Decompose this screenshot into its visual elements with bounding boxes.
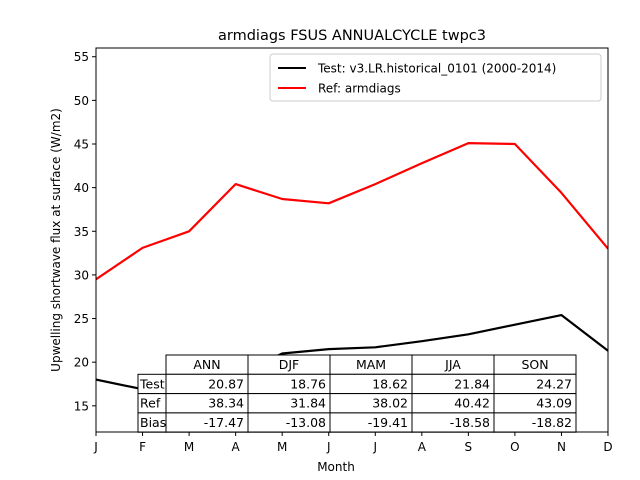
x-tick-label: J xyxy=(93,440,98,454)
plot-frame xyxy=(95,47,609,433)
table-row-label: Ref xyxy=(140,396,161,411)
table-cell-value: 43.09 xyxy=(536,396,572,411)
x-tick-label: N xyxy=(557,440,566,454)
x-tick-label: J xyxy=(372,440,377,454)
y-axis-label: Upwelling shortwave flux at surface (W/m… xyxy=(49,108,63,372)
legend-box xyxy=(269,53,602,102)
table-header-label: DJF xyxy=(279,357,300,372)
y-tick-label: 50 xyxy=(74,94,89,108)
y-tick-label: 30 xyxy=(74,268,89,282)
table-row-label: Bias xyxy=(140,415,166,430)
y-tick-label: 55 xyxy=(74,50,89,64)
table-cell-value: 40.42 xyxy=(454,396,490,411)
x-tick-label: M xyxy=(184,440,194,454)
table-cell-value: 38.34 xyxy=(208,396,244,411)
table-cell-value: -17.47 xyxy=(204,415,244,430)
x-tick-label: M xyxy=(277,440,287,454)
y-tick-label: 40 xyxy=(74,181,89,195)
stats-table: ANN DJF MAM JJA SON Test 20.87 18.76 18.62 21.84 2… xyxy=(137,354,577,433)
legend-label-test: Test: v3.LR.historical_0101 (2000-2014) xyxy=(317,62,556,76)
legend: Test: v3.LR.historical_0101 (2000-2014) … xyxy=(269,53,602,102)
table-header-label: MAM xyxy=(356,357,386,372)
x-tick-label: J xyxy=(326,440,331,454)
table-header-label: JJA xyxy=(444,357,461,372)
y-tick-label: 25 xyxy=(74,312,89,326)
chart-title: armdiags FSUS ANNUALCYCLE twpc3 xyxy=(218,28,486,44)
table-cell-value: 31.84 xyxy=(290,396,326,411)
y-tick-label: 15 xyxy=(74,399,89,413)
table-cell-value: 18.76 xyxy=(290,376,326,391)
table-cell-value: -18.58 xyxy=(450,415,490,430)
series-line-ref xyxy=(95,142,609,281)
table-header-label: ANN xyxy=(193,357,220,372)
y-tick-label: 35 xyxy=(74,225,89,239)
table-cell-value: -18.82 xyxy=(532,415,572,430)
table-row-label: Test xyxy=(139,376,165,391)
x-axis-label: Month xyxy=(317,460,355,474)
y-tick-label: 45 xyxy=(74,138,89,152)
x-tick-label: S xyxy=(465,440,473,454)
legend-label-ref: Ref: armdiags xyxy=(318,82,401,96)
table-cell-value: 18.62 xyxy=(372,376,408,391)
table-cell-value: -19.41 xyxy=(368,415,408,430)
x-tick-label: A xyxy=(232,440,241,454)
table-cell-value: -13.08 xyxy=(286,415,326,430)
x-tick-label: A xyxy=(418,440,427,454)
table-cell-value: 38.02 xyxy=(372,396,408,411)
x-tick-label: F xyxy=(139,440,146,454)
table-cell-value: 20.87 xyxy=(208,376,244,391)
y-tick-label: 20 xyxy=(74,356,89,370)
table-header-label: SON xyxy=(521,357,548,372)
x-tick-label: D xyxy=(603,440,612,454)
table-cell-value: 24.27 xyxy=(536,376,572,391)
x-tick-label: O xyxy=(510,440,519,454)
table-cell-value: 21.84 xyxy=(454,376,490,391)
